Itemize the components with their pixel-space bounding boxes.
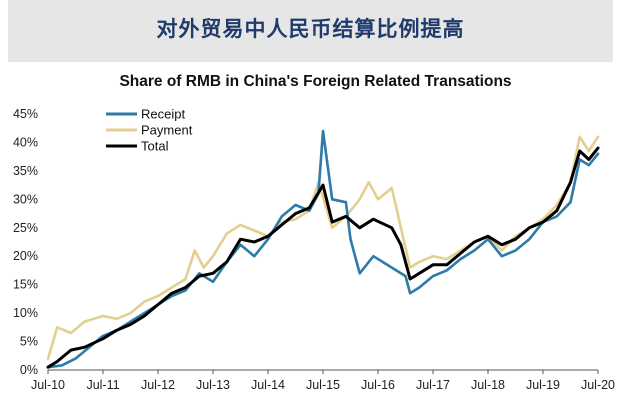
legend-label-receipt: Receipt [141, 107, 185, 122]
x-tick-label: Jul-20 [581, 378, 615, 392]
y-tick-label: 5% [20, 335, 38, 349]
x-tick-label: Jul-18 [471, 378, 505, 392]
banner: 对外贸易中人民币结算比例提高 [8, 0, 613, 62]
y-tick-label: 25% [13, 221, 38, 235]
axes: 0% 5% 10% 15% 20% 25% 30% 35% 40% 45% Jul-10 Jul-11… [13, 107, 615, 392]
series-line-receipt [46, 129, 600, 369]
y-tick-label: 30% [13, 192, 38, 206]
y-tick-label: 0% [20, 363, 38, 377]
y-tick-label: 45% [13, 107, 38, 121]
y-tick-label: 40% [13, 135, 38, 149]
x-tick-label: Jul-15 [306, 378, 340, 392]
y-tick-label: 10% [13, 306, 38, 320]
x-tick-label: Jul-19 [526, 378, 560, 392]
x-tick-label: Jul-12 [141, 378, 175, 392]
x-tick-label: Jul-10 [31, 378, 65, 392]
y-tick-label: 15% [13, 278, 38, 292]
x-tick-label: Jul-17 [416, 378, 450, 392]
banner-title: 对外贸易中人民币结算比例提高 [156, 17, 465, 41]
y-tick-label: 20% [13, 249, 38, 263]
x-tick-label: Jul-11 [86, 378, 119, 392]
x-tick-label: Jul-13 [196, 378, 230, 392]
legend-label-payment: Payment [141, 123, 193, 138]
x-tick-label: Jul-16 [361, 378, 395, 392]
legend-label-total: Total [141, 139, 169, 154]
y-tick-label: 35% [13, 164, 38, 178]
series-lines [46, 129, 600, 369]
series-line-total [46, 146, 600, 369]
chart-title: Share of RMB in China's Foreign Related … [119, 73, 512, 90]
x-tick-label: Jul-14 [251, 378, 285, 392]
